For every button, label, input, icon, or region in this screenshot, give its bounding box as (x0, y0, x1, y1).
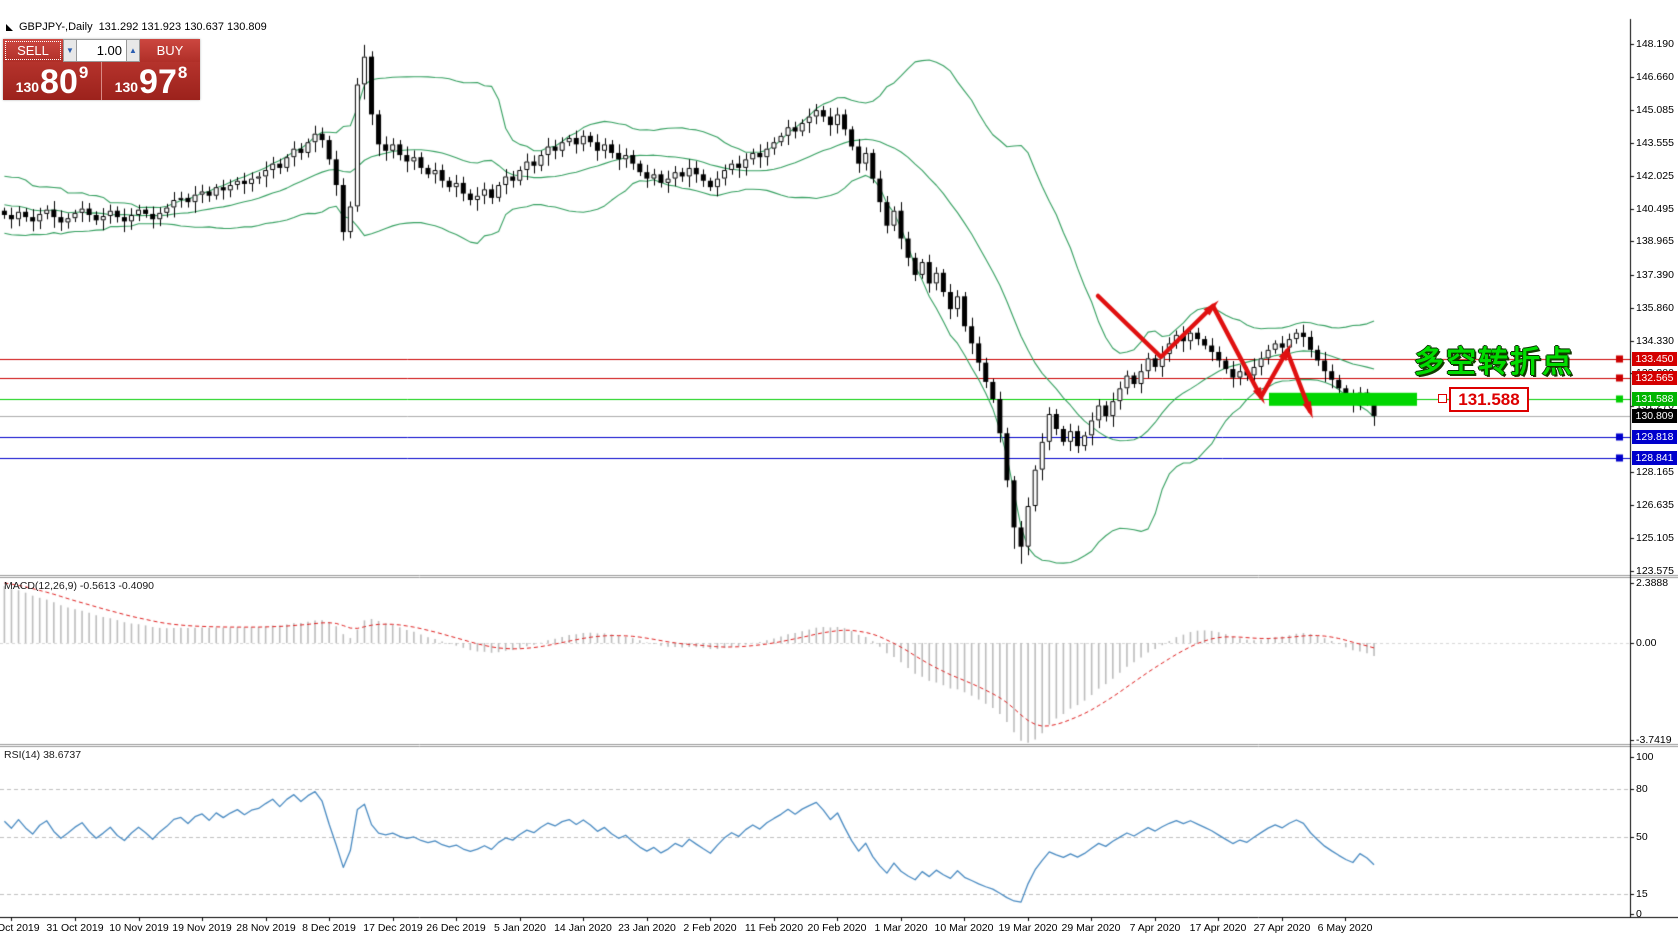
price-tick: 126.635 (1636, 499, 1674, 511)
date-tick: 2 Feb 2020 (683, 922, 737, 934)
level-box-anchor[interactable] (1438, 394, 1447, 403)
rsi-tick: 0 (1636, 908, 1642, 920)
price-level-badge: 132.565 (1632, 371, 1677, 386)
price-tick: 128.165 (1636, 466, 1674, 478)
date-tick: 28 Nov 2019 (236, 922, 296, 934)
collapse-panel-icon[interactable] (6, 23, 13, 31)
chart-title: GBPJPY-,Daily 131.292 131.923 130.637 13… (6, 21, 267, 33)
price-tick: 146.660 (1636, 71, 1674, 83)
symbol-period-label: GBPJPY-,Daily (19, 21, 93, 33)
date-tick: 17 Dec 2019 (363, 922, 423, 934)
price-tick: 123.575 (1636, 565, 1674, 577)
price-tick: 140.495 (1636, 203, 1674, 215)
macd-label: MACD(12,26,9) -0.5613 -0.4090 (4, 580, 154, 592)
date-tick: 17 Apr 2020 (1189, 922, 1247, 934)
price-tick: 134.330 (1636, 335, 1674, 347)
price-axis[interactable]: 148.190 146.660 145.085 143.555 142.025 140.4… (1631, 0, 1678, 941)
price-tick: 145.085 (1636, 104, 1674, 116)
sell-price-point: 9 (78, 63, 89, 82)
price-level-badge: 133.450 (1632, 352, 1677, 367)
rsi-label: RSI(14) 38.6737 (4, 749, 82, 761)
macd-tick: 2.3888 (1636, 577, 1669, 589)
sell-price-tile[interactable]: 130 80 9 (3, 62, 102, 100)
buy-price-pips: 97 (139, 63, 177, 102)
level-price-label[interactable]: 131.588 (1449, 387, 1529, 412)
rsi-tick: 100 (1636, 751, 1654, 763)
buy-price-figure: 130 (114, 79, 139, 95)
one-click-trading-panel: SELL ▼ ▲ BUY 130 80 9 130 97 8 (3, 39, 200, 100)
date-tick: 11 Feb 2020 (744, 922, 804, 934)
date-tick: 6 May 2020 (1317, 922, 1373, 934)
volume-input[interactable] (77, 39, 126, 62)
buy-price-point: 8 (177, 63, 188, 82)
rsi-tick: 80 (1636, 783, 1648, 795)
price-tick: 148.190 (1636, 38, 1674, 50)
date-tick: 19 Mar 2020 (998, 922, 1058, 934)
date-tick: 23 Jan 2020 (618, 922, 676, 934)
date-tick: 29 Mar 2020 (1061, 922, 1121, 934)
rsi-tick: 15 (1636, 888, 1648, 900)
date-tick: 20 Feb 2020 (807, 922, 867, 934)
date-tick: 27 Apr 2020 (1253, 922, 1311, 934)
macd-tick: 0.00 (1636, 637, 1657, 649)
price-level-badge: 129.818 (1632, 430, 1677, 445)
date-tick: 31 Oct 2019 (46, 922, 104, 934)
date-tick: 5 Jan 2020 (494, 922, 546, 934)
date-tick: 22 Oct 2019 (0, 922, 40, 934)
ohlc-values: 131.292 131.923 130.637 130.809 (98, 21, 267, 33)
rsi-tick: 50 (1636, 831, 1648, 843)
volume-decrease-button[interactable]: ▼ (63, 39, 77, 62)
date-tick: 7 Apr 2020 (1129, 922, 1181, 934)
price-tick: 138.965 (1636, 235, 1674, 247)
date-tick: 19 Nov 2019 (172, 922, 232, 934)
date-tick: 10 Nov 2019 (109, 922, 169, 934)
price-tick: 125.105 (1636, 532, 1674, 544)
turning-point-annotation[interactable]: 多空转折点 (1414, 346, 1574, 379)
sell-price-pips: 80 (40, 63, 78, 102)
price-tick: 137.390 (1636, 269, 1674, 281)
price-level-badge: 128.841 (1632, 451, 1677, 466)
date-tick: 1 Mar 2020 (874, 922, 928, 934)
price-level-badge: 130.809 (1632, 408, 1677, 423)
price-tick: 135.860 (1636, 302, 1674, 314)
price-tick: 142.025 (1636, 170, 1674, 182)
date-tick: 10 Mar 2020 (934, 922, 994, 934)
price-level-badge: 131.588 (1632, 392, 1677, 407)
buy-button[interactable]: BUY (140, 39, 200, 62)
date-tick: 14 Jan 2020 (554, 922, 612, 934)
sell-price-figure: 130 (15, 79, 40, 95)
date-tick: 8 Dec 2019 (302, 922, 356, 934)
macd-tick: -3.7419 (1636, 734, 1672, 746)
volume-increase-button[interactable]: ▲ (126, 39, 140, 62)
date-tick: 26 Dec 2019 (426, 922, 486, 934)
sell-button[interactable]: SELL (3, 39, 63, 62)
buy-price-tile[interactable]: 130 97 8 (102, 62, 200, 100)
price-tick: 143.555 (1636, 137, 1674, 149)
